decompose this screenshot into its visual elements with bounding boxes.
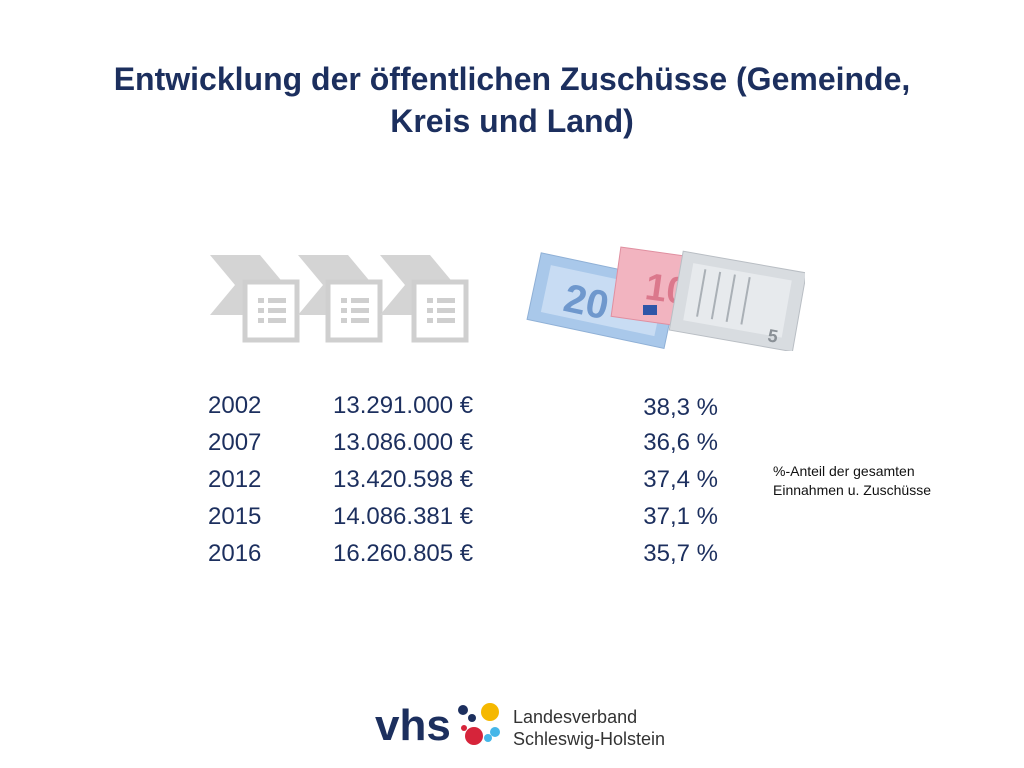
percent-note: %-Anteil der gesamten Einnahmen u. Zusch… [773, 462, 993, 500]
title-line-2: Kreis und Land) [390, 103, 634, 139]
title-line-1: Entwicklung der öffentlichen Zuschüsse (… [113, 61, 911, 97]
table-row: 2002 13.291.000 € 38,3 % [200, 388, 760, 425]
amount-cell: 14.086.381 € [333, 503, 474, 530]
page-title: Entwicklung der öffentlichen Zuschüsse (… [40, 58, 984, 142]
process-graphic [210, 255, 469, 343]
note-line-1: %-Anteil der gesamten [773, 463, 915, 479]
amount-cell: 13.420.598 € [333, 466, 474, 493]
percent-cell: 36,6 % [643, 429, 718, 456]
percent-cell: 38,3 % [643, 394, 718, 421]
amount-cell: 16.260.805 € [333, 540, 474, 567]
year-cell: 2002 [208, 392, 262, 419]
logo-line-1: Landesverband [513, 707, 638, 727]
document-list-icon [325, 279, 383, 343]
year-cell: 2007 [208, 429, 262, 456]
document-list-icon [242, 279, 300, 343]
year-cell: 2015 [208, 503, 262, 530]
note-line-2: Einnahmen u. Zuschüsse [773, 482, 931, 498]
svg-text:5: 5 [766, 325, 779, 346]
table-row: 2016 16.260.805 € 35,7 % [200, 536, 760, 573]
year-cell: 2016 [208, 540, 262, 567]
subsidy-table: 2002 13.291.000 € 38,3 % 2007 13.086.000… [200, 388, 760, 573]
process-step-3 [380, 255, 469, 343]
amount-cell: 13.291.000 € [333, 392, 474, 419]
svg-text:20: 20 [560, 276, 613, 328]
logo-text: Landesverband Schleswig-Holstein [513, 706, 665, 750]
amount-cell: 13.086.000 € [333, 429, 474, 456]
table-row: 2015 14.086.381 € 37,1 % [200, 499, 760, 536]
year-cell: 2012 [208, 466, 262, 493]
process-step-1 [210, 255, 300, 343]
table-row: 2007 13.086.000 € 36,6 % [200, 425, 760, 462]
euro-banknotes-image: 20 10 5 [526, 246, 805, 351]
percent-cell: 37,1 % [643, 503, 718, 530]
logo-brand-text: vhs [375, 701, 451, 750]
process-step-2 [298, 255, 383, 343]
vhs-logo: vhs Landesverband Schleswig-Holstein [375, 696, 675, 752]
logo-line-2: Schleswig-Holstein [513, 729, 666, 749]
table-row: 2012 13.420.598 € 37,4 % [200, 462, 760, 499]
percent-cell: 35,7 % [643, 540, 718, 567]
vhs-logo-mark: vhs [375, 701, 500, 750]
document-list-icon [411, 279, 469, 343]
percent-cell: 37,4 % [643, 466, 718, 493]
